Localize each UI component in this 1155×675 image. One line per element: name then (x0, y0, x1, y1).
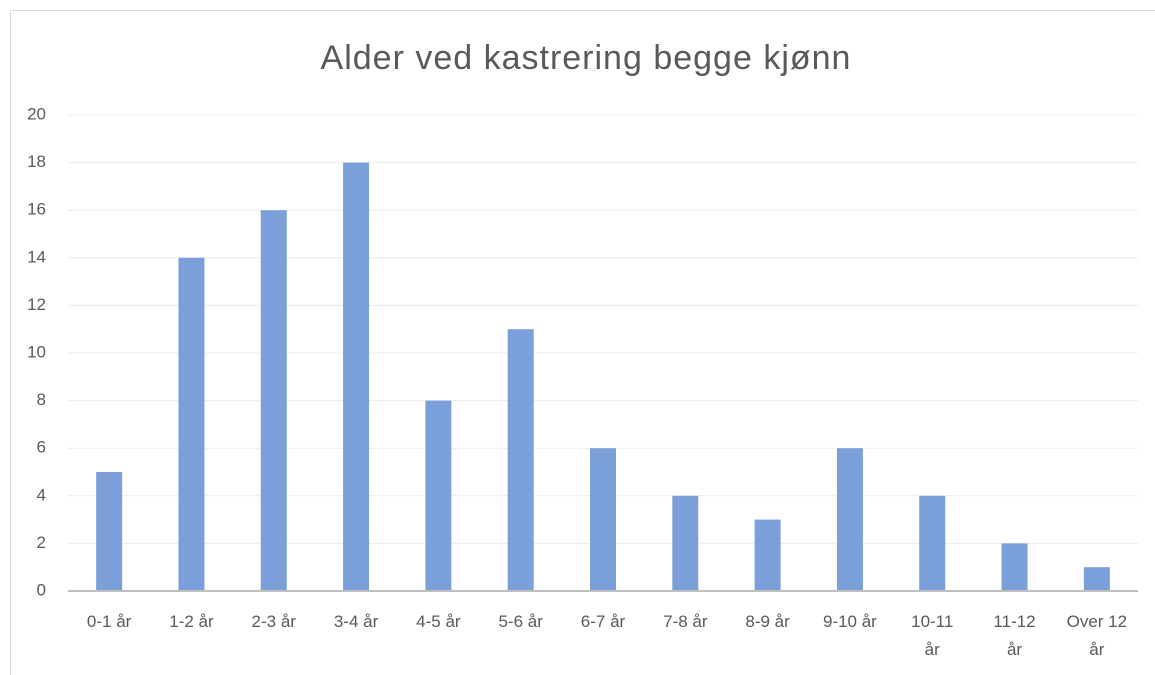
bar (1001, 543, 1028, 591)
x-tick-label: 5-6 år (498, 612, 543, 631)
y-tick-label: 8 (37, 390, 46, 409)
x-tick-label: 11-12 år (993, 612, 1036, 659)
x-tick-label: 7-8 år (663, 612, 708, 631)
bar (590, 448, 616, 591)
x-tick-label: Over 12 år (1066, 612, 1128, 659)
bar (260, 210, 287, 591)
chart-title: Alder ved kastrering begge kjønn (321, 39, 852, 77)
y-tick-label: 16 (27, 200, 46, 219)
y-tick-label: 0 (37, 580, 46, 599)
y-tick-label: 20 (27, 104, 46, 123)
bar (836, 448, 863, 591)
x-tick-label: 1-2 år (169, 612, 214, 631)
bar (343, 162, 370, 591)
x-tick-label: 8-9 år (745, 612, 790, 631)
bar (96, 472, 123, 591)
x-tick-label: 9-10 år (822, 612, 877, 631)
y-tick-label: 18 (27, 152, 46, 171)
bar (425, 400, 452, 591)
x-tick-label: 3-4 år (333, 612, 379, 631)
y-tick-label: 10 (27, 342, 46, 361)
bar (507, 329, 534, 591)
y-tick-label: 14 (27, 247, 46, 266)
x-tick-label: 4-5 år (416, 612, 461, 631)
x-tick-label: 6-7 år (580, 612, 626, 631)
bar (754, 519, 781, 591)
y-tick-label: 2 (37, 533, 46, 552)
y-tick-label: 4 (37, 485, 46, 504)
bar (178, 257, 205, 591)
bar (672, 495, 699, 591)
chart-border (10, 10, 1155, 675)
bar (1083, 567, 1110, 591)
y-tick-label: 6 (37, 438, 46, 457)
y-tick-label: 12 (27, 295, 46, 314)
x-tick-label: 0-1 år (86, 612, 132, 631)
x-tick-label: 10-11 år (911, 612, 954, 659)
x-tick-label: 2-3 år (251, 612, 296, 631)
bar (919, 495, 946, 591)
